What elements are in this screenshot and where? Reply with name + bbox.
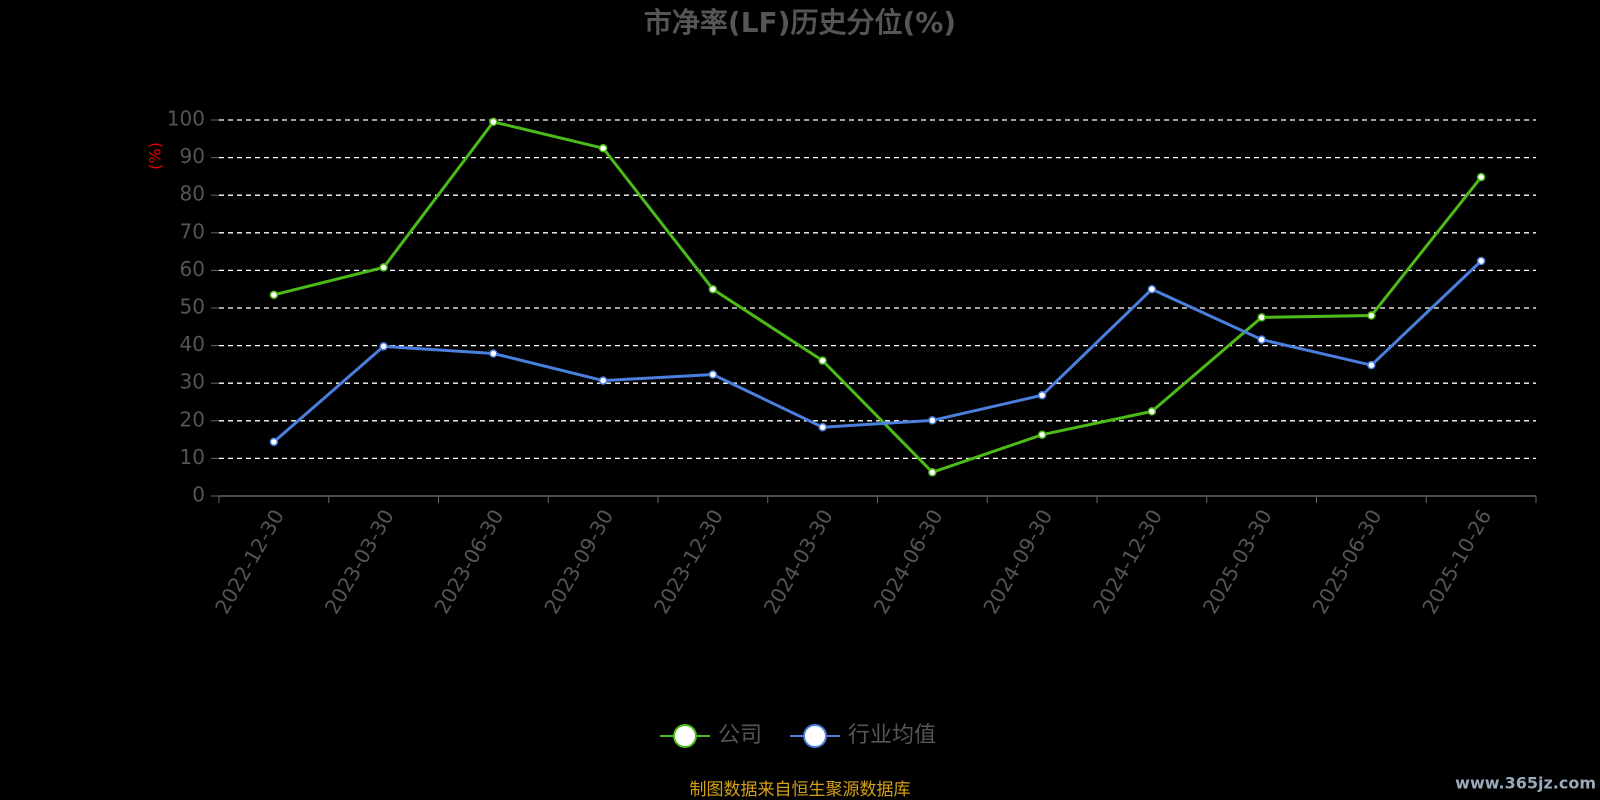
data-point [1476,256,1486,266]
data-point [1037,430,1047,439]
y-tick-label: 30 [180,370,205,394]
y-tick-label: 40 [180,332,205,356]
data-point [708,370,718,379]
y-tick-label: 10 [180,445,205,469]
data-point [489,349,498,358]
data-point [1367,360,1376,370]
data-point [269,437,279,447]
y-tick-label: 70 [180,219,205,243]
data-point [818,422,827,432]
legend-marker [803,724,828,748]
series-line [272,259,1483,443]
data-point [708,284,718,294]
data-point [1037,390,1047,400]
data-point [928,468,937,477]
y-tick-label: 20 [180,407,205,431]
data-point [1367,311,1376,320]
data-point [598,376,608,385]
y-axis-label: (%) [146,142,165,170]
y-tick-label: 60 [180,257,205,281]
data-point [379,263,388,272]
data-point [379,342,388,351]
y-tick-label: 0 [192,483,205,507]
legend-marker [673,724,697,748]
data-point [1257,313,1266,322]
y-tick-label: 90 [180,144,205,168]
y-tick-label: 100 [167,107,205,131]
chart-title: 市净率(LF)历史分位(%) [644,6,956,39]
data-point [928,416,937,425]
source-note: 制图数据来自恒生聚源数据库 [690,780,911,800]
legend-label: 公司 [718,723,762,748]
legend-label: 行业均值 [848,723,936,748]
data-point [1147,284,1157,294]
data-point [1147,407,1157,416]
data-point [489,117,498,127]
data-point [269,290,279,300]
data-point [818,356,827,365]
y-tick-label: 50 [180,295,205,319]
series-line [273,120,1483,475]
watermark: www.365jz.com [1455,774,1596,793]
y-tick-label: 80 [180,182,205,206]
data-point [1476,172,1486,182]
data-point [598,143,608,153]
data-point [1257,335,1266,344]
